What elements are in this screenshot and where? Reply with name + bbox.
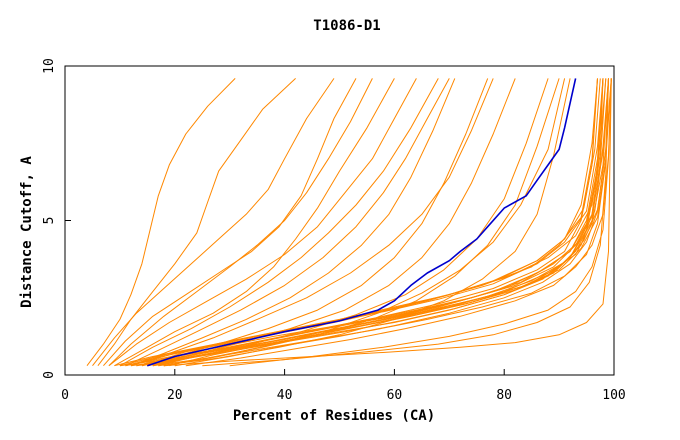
series-line-35 — [147, 78, 549, 367]
series-line-38 — [108, 78, 417, 367]
series-line-32 — [141, 78, 516, 367]
y-tick-label-10: 10 — [42, 58, 57, 74]
series-line-18 — [147, 78, 607, 367]
series-line-24 — [86, 78, 236, 367]
highlight-series-line — [147, 78, 577, 367]
series-line-39 — [130, 78, 494, 367]
x-tick-label-100: 100 — [602, 388, 625, 403]
series-line-33 — [103, 78, 357, 367]
series-layer — [86, 78, 612, 367]
series-line-19 — [119, 78, 604, 367]
series-line-25 — [97, 78, 296, 367]
chart-title: T1086-D1 — [313, 18, 380, 34]
series-line-21 — [163, 78, 612, 367]
highlight-layer — [147, 78, 577, 367]
series-line-10 — [163, 78, 609, 367]
series-line-28 — [114, 78, 395, 367]
series-line-37 — [158, 78, 571, 367]
series-line-27 — [108, 78, 373, 367]
series-line-34 — [125, 78, 450, 367]
series-line-22 — [202, 78, 609, 367]
x-axis-label: Percent of Residues (CA) — [233, 408, 435, 424]
x-tick-label-40: 40 — [277, 388, 293, 403]
series-line-29 — [119, 78, 439, 367]
x-tick-label-20: 20 — [167, 388, 183, 403]
series-line-17 — [125, 78, 601, 367]
series-line-40 — [163, 78, 566, 367]
series-line-26 — [92, 78, 335, 367]
series-line-23 — [229, 78, 612, 367]
x-tick-label-60: 60 — [387, 388, 403, 403]
series-line-30 — [130, 78, 456, 367]
x-tick-label-80: 80 — [496, 388, 512, 403]
tick-layer: 0 20 40 60 80 100 0 5 10 — [42, 58, 626, 403]
y-axis-label: Distance Cutoff, A — [19, 156, 35, 308]
x-tick-label-0: 0 — [61, 388, 69, 403]
y-tick-label-0: 0 — [42, 371, 57, 379]
series-line-31 — [136, 78, 489, 367]
series-line-20 — [169, 78, 612, 367]
y-tick-label-5: 5 — [42, 217, 57, 225]
